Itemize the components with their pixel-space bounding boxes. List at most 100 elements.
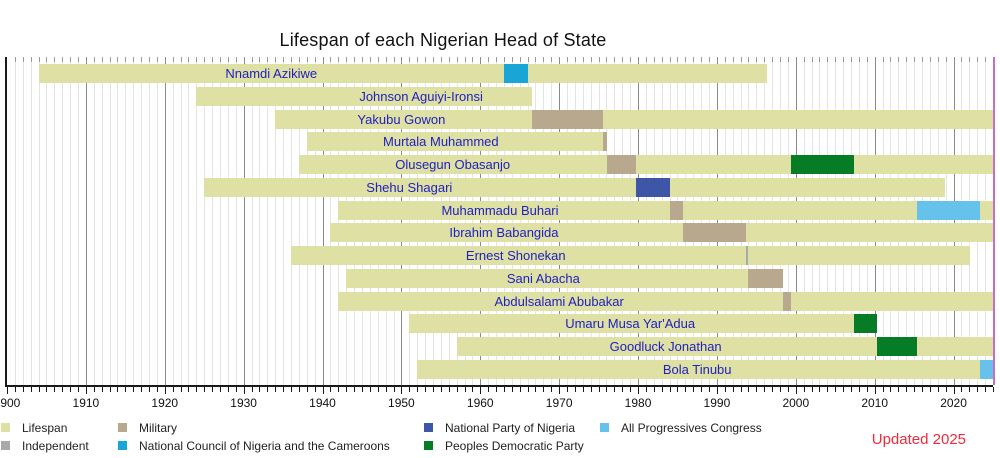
gridline <box>101 57 103 385</box>
gridline <box>985 57 987 385</box>
gridline <box>314 57 316 385</box>
gridline <box>188 57 190 385</box>
axis-tick <box>472 387 474 392</box>
bar-segment-pdp <box>854 314 878 334</box>
top-tick <box>369 57 371 62</box>
top-tick <box>133 57 135 62</box>
top-tick <box>803 57 805 62</box>
gridline <box>527 57 529 385</box>
axis-tick <box>898 387 900 392</box>
person-label: Muhammadu Buhari <box>441 202 559 218</box>
person-label: Bola Tinubu <box>662 361 732 377</box>
gridline <box>843 57 845 385</box>
axis-tick-label: 1910 <box>72 396 100 410</box>
top-tick <box>740 57 742 62</box>
top-tick <box>985 57 987 62</box>
gridline <box>969 57 971 385</box>
gridline <box>898 57 900 385</box>
gridline <box>117 57 119 385</box>
axis-tick <box>598 387 600 392</box>
person-label: Goodluck Jonathan <box>609 339 722 354</box>
bar-segment-lifespan <box>791 291 993 311</box>
legend-label: Lifespan <box>22 421 68 435</box>
axis-tick <box>22 387 24 392</box>
top-tick <box>614 57 616 62</box>
gridline <box>14 57 16 385</box>
axis-tick <box>819 387 821 392</box>
gridline <box>204 57 206 385</box>
axis-tick <box>574 387 576 392</box>
bar-segment-lifespan <box>338 200 670 220</box>
axis-tick <box>77 387 79 392</box>
bar-segment-lifespan <box>527 64 768 83</box>
person-label: Murtala Muhammed <box>383 134 499 150</box>
top-tick <box>283 57 285 62</box>
axis-tick <box>527 387 529 392</box>
axis-tick-label: 2000 <box>782 396 810 410</box>
axis-tick <box>425 387 427 392</box>
bar-segment-lifespan <box>38 64 504 83</box>
top-tick <box>519 57 521 62</box>
axis-tick <box>567 387 569 392</box>
top-tick <box>472 57 474 62</box>
axis-tick <box>535 387 537 392</box>
gridline <box>85 57 87 385</box>
axis-tick <box>638 387 640 394</box>
axis-tick <box>559 387 561 394</box>
gridline <box>440 57 442 385</box>
top-tick <box>204 57 206 62</box>
gridline <box>393 57 395 385</box>
axis-tick <box>377 387 379 392</box>
bar-segment-lifespan <box>275 109 533 129</box>
gridline <box>425 57 427 385</box>
legend-swatch-military <box>118 423 127 432</box>
axis-tick <box>464 387 466 392</box>
gridline <box>409 57 411 385</box>
gridline <box>54 57 56 385</box>
top-tick <box>937 57 939 62</box>
axis-tick <box>511 387 513 392</box>
axis-tick <box>764 387 766 392</box>
axis-tick <box>922 387 923 392</box>
bar-segment-military <box>607 155 637 174</box>
gridline <box>212 57 214 385</box>
axis-tick <box>645 387 647 392</box>
gridline <box>361 57 363 385</box>
top-tick <box>393 57 395 62</box>
top-tick <box>109 57 111 62</box>
gridline <box>606 57 608 385</box>
axis-tick-label: 1920 <box>151 396 179 410</box>
top-tick <box>724 57 726 62</box>
gridline <box>290 57 292 385</box>
gridline <box>961 57 963 385</box>
bar-segment-independent <box>745 246 748 265</box>
top-tick <box>227 57 229 62</box>
gridline <box>685 57 687 385</box>
axis-tick <box>101 387 103 392</box>
gridline <box>914 57 916 385</box>
gridline <box>156 57 158 385</box>
gridline <box>922 57 923 385</box>
axis-tick <box>133 387 135 392</box>
axis-tick <box>606 387 608 392</box>
gridline <box>93 57 95 385</box>
gridline <box>851 57 853 385</box>
gridline <box>38 57 40 385</box>
person-label: Sani Abacha <box>506 270 580 286</box>
gridline <box>275 57 277 385</box>
axis-tick <box>30 387 32 392</box>
top-tick <box>188 57 190 62</box>
gridline <box>259 57 261 385</box>
axis-tick <box>298 387 300 392</box>
top-tick <box>456 57 458 62</box>
top-tick <box>606 57 608 62</box>
axis-tick <box>148 387 150 392</box>
legend-label: Military <box>139 421 177 435</box>
top-tick <box>685 57 687 62</box>
top-tick <box>866 57 868 62</box>
axis-tick-label: 1970 <box>545 396 573 410</box>
axis-tick <box>480 387 482 394</box>
gridline <box>172 57 174 385</box>
top-tick <box>582 57 584 62</box>
